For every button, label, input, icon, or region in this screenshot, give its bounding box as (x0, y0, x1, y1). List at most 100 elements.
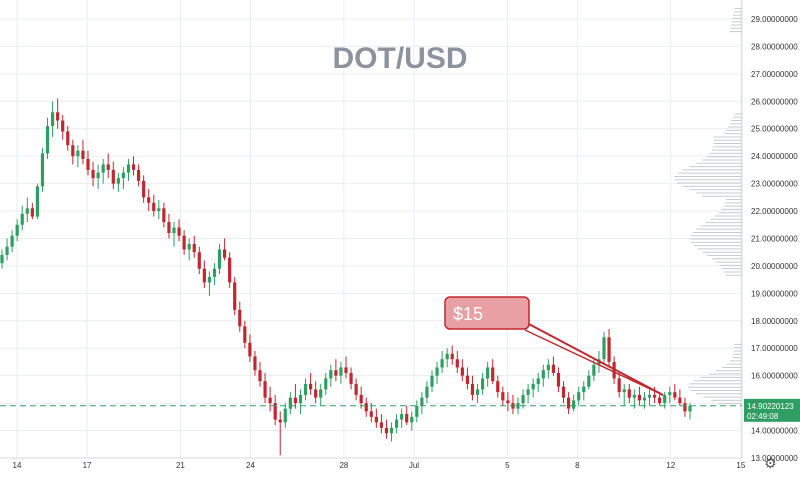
candle-body (445, 353, 449, 360)
y-tick-label: 21.00000000 (751, 234, 798, 243)
candle-body (425, 386, 429, 398)
candle-body (66, 131, 70, 146)
candle-body (637, 394, 642, 401)
candle-body (364, 403, 368, 412)
candle-body (450, 353, 454, 360)
y-tick-label: 13.00000000 (751, 454, 798, 463)
candle-body (420, 397, 424, 406)
candle-body (410, 416, 414, 423)
volume-profile (674, 8, 742, 405)
candle-body (40, 153, 45, 187)
annotation-arrow (524, 321, 664, 396)
candle-body (577, 392, 581, 401)
candle-body (627, 389, 631, 398)
candle-body (56, 112, 60, 121)
candle-body (263, 381, 267, 398)
candle-body (486, 367, 490, 379)
candle-body (334, 370, 338, 376)
candle-body (157, 208, 161, 212)
candle-body (572, 400, 576, 409)
candle-body (374, 416, 378, 423)
candle-body (475, 389, 480, 395)
candle-body (131, 164, 136, 170)
candle-body (106, 164, 110, 170)
candle-body (642, 397, 647, 401)
candle-body (116, 178, 120, 184)
candle-body (121, 172, 126, 179)
candle-body (379, 422, 384, 428)
candle-body (531, 383, 535, 390)
candle-body (602, 337, 606, 360)
candle-body (435, 367, 439, 376)
y-tick-label: 17.00000000 (751, 344, 798, 353)
candle-body (496, 381, 500, 393)
y-tick-label: 29.00000000 (751, 15, 798, 24)
y-tick-label: 16.00000000 (751, 372, 798, 381)
candle-body (683, 403, 687, 412)
candle-body (248, 342, 252, 357)
candle-body (167, 222, 171, 233)
x-tick-label: 8 (575, 461, 580, 470)
candle-body (688, 405, 692, 412)
current-price-value: 14.90220123 (747, 402, 794, 411)
candle-body (152, 202, 156, 212)
candle-body (147, 197, 151, 203)
annotation-label: $15 (453, 304, 483, 324)
candle-body (349, 372, 353, 384)
candle-body (480, 378, 485, 390)
x-tick-label: 21 (176, 461, 185, 470)
candle-body (187, 243, 191, 250)
candle-body (647, 394, 652, 398)
candle-body (303, 383, 308, 395)
candle-body (400, 414, 404, 420)
candle-body (101, 164, 105, 173)
candle-body (182, 235, 186, 250)
x-tick-label: 12 (666, 461, 675, 470)
candle-body (222, 249, 227, 258)
candle-body (314, 389, 318, 398)
candle-body (288, 397, 292, 409)
x-tick-label: 14 (13, 461, 22, 470)
x-tick-label: 15 (736, 461, 745, 470)
x-tick-label: Jul (409, 461, 419, 470)
candle-body (10, 235, 14, 247)
candle-body (212, 268, 217, 277)
candle-body (587, 375, 591, 387)
candle-body (663, 394, 667, 404)
candle-body (536, 378, 540, 384)
candle-body (45, 125, 50, 154)
candle-body (293, 397, 298, 404)
candle-body (111, 169, 115, 184)
annotation-box (444, 296, 530, 330)
current-price-countdown: 02:49:08 (747, 412, 779, 421)
candle-body (233, 282, 237, 310)
candle-body (30, 208, 34, 217)
candle-body (0, 254, 4, 264)
y-tick-label: 19.00000000 (751, 289, 798, 298)
candle-body (551, 364, 556, 373)
candle-body (192, 243, 196, 253)
candles (0, 98, 692, 456)
candle-body (465, 375, 470, 384)
y-tick-label: 23.00000000 (751, 180, 798, 189)
candle-body (35, 186, 40, 217)
candle-body (658, 397, 662, 404)
candle-body (243, 326, 247, 343)
candle-body (430, 375, 434, 387)
candle-body (470, 383, 475, 395)
candle-body (172, 227, 176, 233)
candle-body (678, 397, 682, 404)
candle-body (5, 246, 9, 255)
gear-icon[interactable]: ⚙ (764, 456, 777, 472)
y-tick-label: 26.00000000 (751, 97, 798, 106)
candle-body (384, 427, 389, 434)
current-price-badge (744, 398, 800, 422)
candle-body (394, 419, 399, 428)
candle-body (202, 268, 206, 283)
candle-body (61, 120, 65, 132)
candle-body (283, 408, 287, 423)
y-tick-label: 24.00000000 (751, 152, 798, 161)
candle-body (81, 150, 85, 159)
candle-body (566, 397, 571, 409)
y-tick-label: 27.00000000 (751, 70, 798, 79)
